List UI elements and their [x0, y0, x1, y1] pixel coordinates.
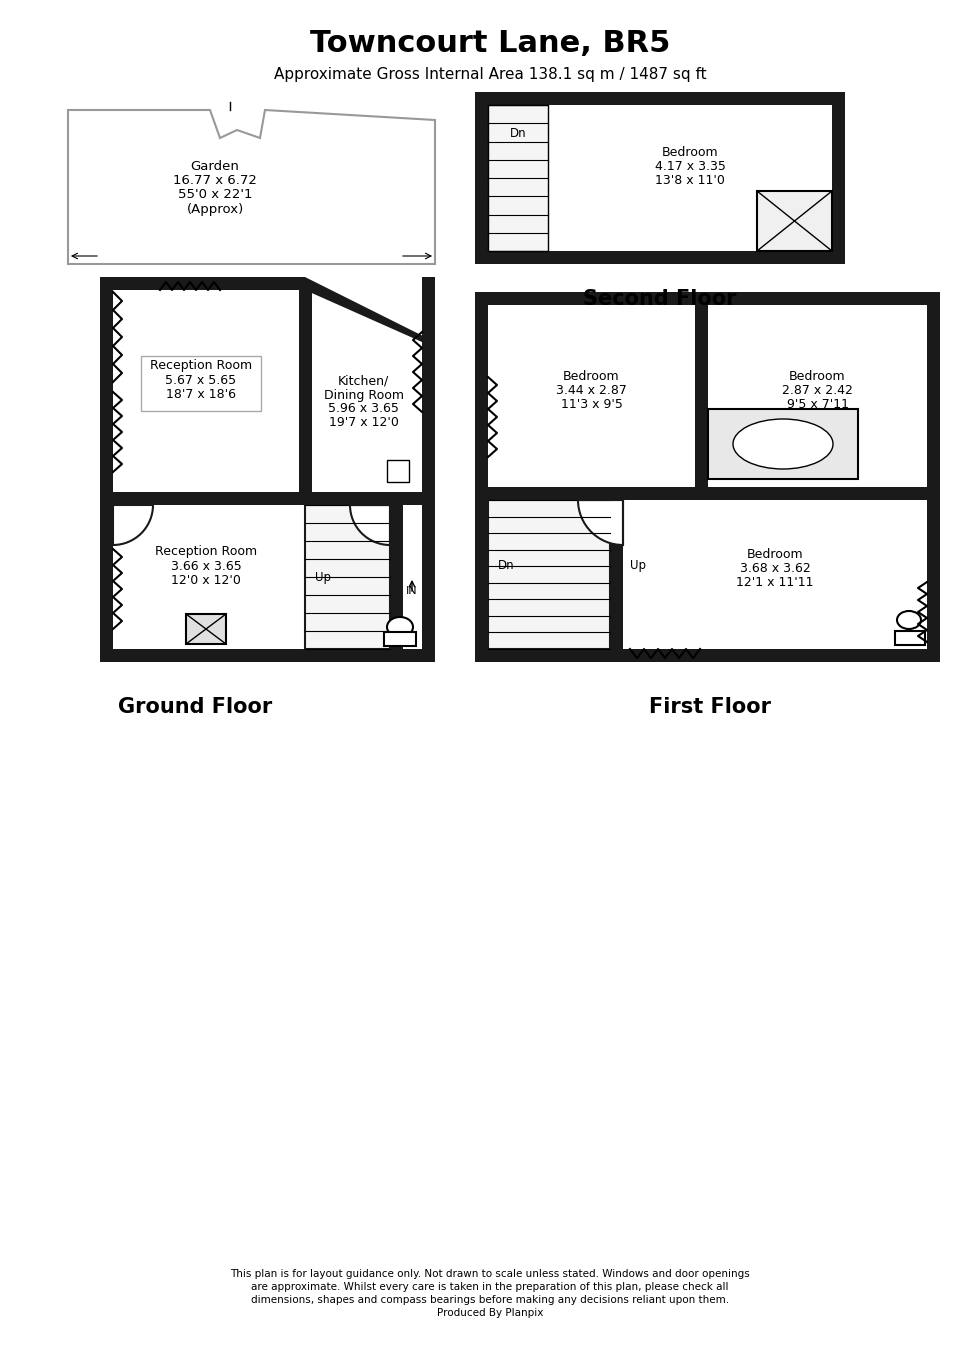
Text: 55'0 x 22'1: 55'0 x 22'1: [177, 188, 252, 202]
Bar: [488, 488, 927, 500]
Bar: [895, 631, 925, 646]
Text: Up: Up: [315, 571, 331, 583]
Text: are approximate. Whilst every care is taken in the preparation of this plan, ple: are approximate. Whilst every care is ta…: [251, 1282, 729, 1293]
Ellipse shape: [897, 612, 921, 629]
Text: 2.87 x 2.42: 2.87 x 2.42: [782, 384, 853, 396]
Bar: [757, 191, 832, 251]
Text: Dn: Dn: [498, 558, 514, 572]
Text: Reception Room: Reception Room: [155, 546, 257, 558]
Bar: [141, 355, 261, 411]
Bar: [475, 251, 845, 264]
Bar: [113, 492, 305, 505]
Bar: [100, 276, 305, 290]
Wedge shape: [578, 500, 623, 545]
Text: 16.77 x 6.72: 16.77 x 6.72: [173, 174, 257, 188]
Text: Second Floor: Second Floor: [583, 289, 737, 309]
Bar: [695, 305, 708, 488]
Bar: [475, 291, 940, 305]
Text: Produced By Planpix: Produced By Planpix: [437, 1308, 543, 1318]
Bar: [475, 291, 488, 662]
Text: 12'1 x 11'11: 12'1 x 11'11: [736, 576, 813, 588]
Text: 5.67 x 5.65: 5.67 x 5.65: [166, 373, 236, 387]
Bar: [475, 93, 845, 105]
Text: Kitchen/: Kitchen/: [338, 375, 389, 388]
Bar: [186, 614, 226, 644]
Text: Ground Floor: Ground Floor: [118, 697, 272, 716]
Text: Towncourt Lane, BR5: Towncourt Lane, BR5: [310, 30, 670, 59]
Bar: [422, 276, 435, 534]
Wedge shape: [113, 505, 153, 545]
Text: Approximate Gross Internal Area 138.1 sq m / 1487 sq ft: Approximate Gross Internal Area 138.1 sq…: [273, 68, 707, 83]
Text: IN: IN: [406, 586, 417, 597]
Bar: [708, 409, 858, 479]
Bar: [387, 460, 409, 482]
Bar: [695, 305, 708, 488]
Bar: [488, 105, 548, 251]
Bar: [475, 650, 940, 662]
Bar: [488, 105, 548, 251]
Ellipse shape: [733, 419, 833, 469]
Text: dimensions, shapes and compass bearings before making any decisions reliant upon: dimensions, shapes and compass bearings …: [251, 1295, 729, 1305]
Bar: [832, 93, 845, 264]
Text: 3.44 x 2.87: 3.44 x 2.87: [556, 384, 627, 396]
Bar: [927, 291, 940, 662]
Bar: [390, 492, 403, 650]
Bar: [488, 500, 610, 650]
Bar: [422, 534, 435, 662]
Text: (Approx): (Approx): [186, 203, 244, 215]
Bar: [610, 500, 623, 650]
Text: Bedroom: Bedroom: [662, 147, 718, 159]
Polygon shape: [305, 276, 435, 342]
Text: 5.96 x 3.65: 5.96 x 3.65: [328, 403, 399, 415]
Text: Bedroom: Bedroom: [789, 369, 846, 383]
Text: Garden: Garden: [190, 161, 239, 173]
Bar: [475, 93, 488, 264]
Wedge shape: [350, 505, 390, 545]
Text: 3.66 x 3.65: 3.66 x 3.65: [171, 560, 241, 572]
Text: This plan is for layout guidance only. Not drawn to scale unless stated. Windows: This plan is for layout guidance only. N…: [230, 1269, 750, 1279]
Text: 13'8 x 11'0: 13'8 x 11'0: [655, 174, 725, 188]
Text: Dn: Dn: [510, 127, 526, 140]
Text: 11'3 x 9'5: 11'3 x 9'5: [561, 398, 622, 410]
Text: 4.17 x 3.35: 4.17 x 3.35: [655, 161, 725, 173]
Text: Bedroom: Bedroom: [564, 369, 619, 383]
Text: Up: Up: [630, 558, 646, 572]
Text: 19'7 x 12'0: 19'7 x 12'0: [328, 417, 399, 429]
Text: 12'0 x 12'0: 12'0 x 12'0: [172, 573, 241, 587]
Bar: [305, 492, 422, 505]
Text: 3.68 x 3.62: 3.68 x 3.62: [740, 563, 810, 575]
Text: 9'5 x 7'11: 9'5 x 7'11: [787, 398, 849, 410]
Text: Dining Room: Dining Room: [323, 388, 404, 402]
Bar: [305, 505, 390, 650]
Ellipse shape: [387, 617, 413, 637]
Bar: [100, 650, 435, 662]
Text: Bedroom: Bedroom: [747, 548, 804, 561]
Bar: [384, 632, 416, 646]
Bar: [100, 276, 113, 662]
Text: First Floor: First Floor: [649, 697, 771, 716]
Text: Reception Room: Reception Room: [150, 360, 252, 372]
Text: 18'7 x 18'6: 18'7 x 18'6: [166, 388, 236, 400]
Bar: [299, 290, 312, 492]
